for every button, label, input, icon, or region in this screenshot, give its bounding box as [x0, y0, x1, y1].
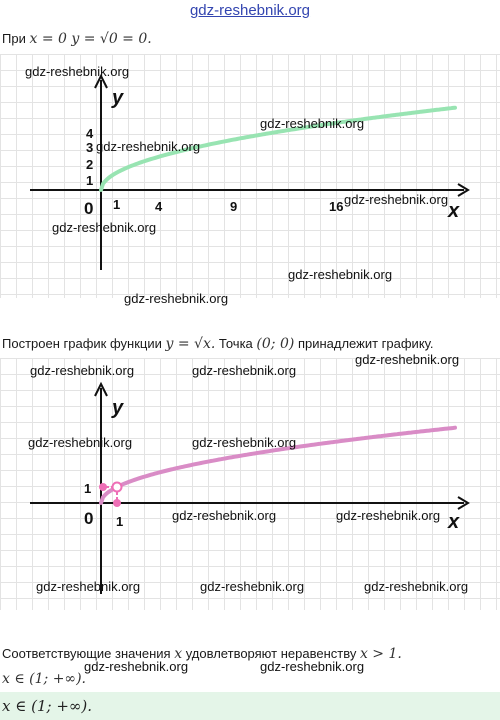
marker-y1	[99, 483, 107, 491]
site-header-link[interactable]: gdz-reshebnik.org	[189, 2, 311, 19]
graph-sqrt-svg: y x 0 1 4 9 16 1 2 3 4	[30, 73, 470, 270]
watermark: gdz-reshebnik.org	[288, 267, 393, 282]
watermark: gdz-reshebnik.org	[260, 659, 365, 674]
y-tick-label: 3	[86, 140, 93, 155]
watermark: gdz-reshebnik.org	[364, 579, 469, 594]
statement-prefix: При	[2, 31, 26, 46]
watermark: gdz-reshebnik.org	[192, 435, 297, 450]
watermark: gdz-reshebnik.org	[52, 220, 157, 235]
watermark: gdz-reshebnik.org	[344, 192, 449, 207]
statement-middle: удовлетворяют неравенству	[185, 646, 357, 661]
x-axis-label: x	[447, 511, 460, 533]
y-axis-label: y	[111, 397, 124, 419]
inequality: x > 1.	[359, 646, 402, 662]
statement-line-4: x ∈ (1; +∞).	[2, 671, 86, 687]
marker-point-open	[111, 481, 123, 493]
statement-line-1: При x = 0 y = √0 = 0.	[2, 31, 152, 47]
watermark: gdz-reshebnik.org	[84, 659, 189, 674]
y-tick-label: 4	[86, 126, 94, 141]
watermark: gdz-reshebnik.org	[124, 291, 229, 306]
statement-middle: Точка	[218, 336, 253, 351]
statement-prefix: Соответствующие значения	[2, 646, 171, 661]
marker-x1	[113, 499, 121, 507]
statement-suffix: принадлежит графику.	[297, 336, 434, 351]
watermark: gdz-reshebnik.org	[260, 116, 365, 131]
y-tick-label: 1	[86, 173, 93, 188]
origin-label: 0	[84, 509, 93, 528]
graph-sqrt-highlight: y x 0 1 1 gdz-reshebnik.org gdz-reshebni…	[0, 352, 500, 610]
origin-label: 0	[84, 199, 93, 218]
y-axis-label: y	[111, 87, 124, 109]
statement-math: x = 0 y = √0 = 0.	[29, 31, 152, 47]
interval-result: x ∈ (1; +∞).	[2, 671, 86, 687]
watermark: gdz-reshebnik.org	[25, 64, 130, 79]
statement-line-3: Соответствующие значения x удовлетворяют…	[2, 646, 402, 662]
function-formula: y = √x.	[165, 336, 216, 352]
point-coordinates: (0; 0)	[256, 336, 295, 352]
x-axis-label: x	[447, 200, 460, 222]
statement-line-2: Построен график функции y = √x. Точка (0…	[2, 336, 433, 352]
x-axis-arrow	[457, 183, 470, 197]
sqrt-curve	[99, 425, 457, 505]
x-tick-label: 1	[113, 197, 120, 212]
x-axis-arrow	[457, 496, 470, 510]
answer-text: x ∈ (1; +∞).	[2, 697, 92, 715]
y-tick-label: 2	[86, 157, 93, 172]
x-tick-label: 16	[329, 199, 343, 214]
variable: x	[174, 646, 183, 662]
sqrt-curve	[99, 105, 457, 192]
watermark: gdz-reshebnik.org	[96, 139, 201, 154]
graph-sqrt-svg-2: y x 0 1 1	[30, 381, 470, 594]
y-tick-label: 1	[84, 481, 91, 496]
y-axis-arrow	[94, 73, 108, 89]
x-tick-label: 1	[116, 514, 123, 529]
watermark: gdz-reshebnik.org	[336, 508, 441, 523]
watermark: gdz-reshebnik.org	[28, 435, 133, 450]
graph-sqrt-plot: y x 0 1 4 9 16 1 2 3 4 gdz-reshebnik.org…	[0, 54, 500, 306]
watermark: gdz-reshebnik.org	[172, 508, 277, 523]
y-axis-arrow	[94, 381, 108, 397]
x-tick-label: 4	[155, 199, 163, 214]
watermark: gdz-reshebnik.org	[200, 579, 305, 594]
watermark: gdz-reshebnik.org	[192, 363, 297, 378]
x-tick-label: 9	[230, 199, 237, 214]
watermark: gdz-reshebnik.org	[355, 352, 460, 367]
watermark: gdz-reshebnik.org	[36, 579, 141, 594]
statement-prefix: Построен график функции	[2, 336, 162, 351]
watermark: gdz-reshebnik.org	[30, 363, 135, 378]
answer-box	[0, 692, 500, 720]
